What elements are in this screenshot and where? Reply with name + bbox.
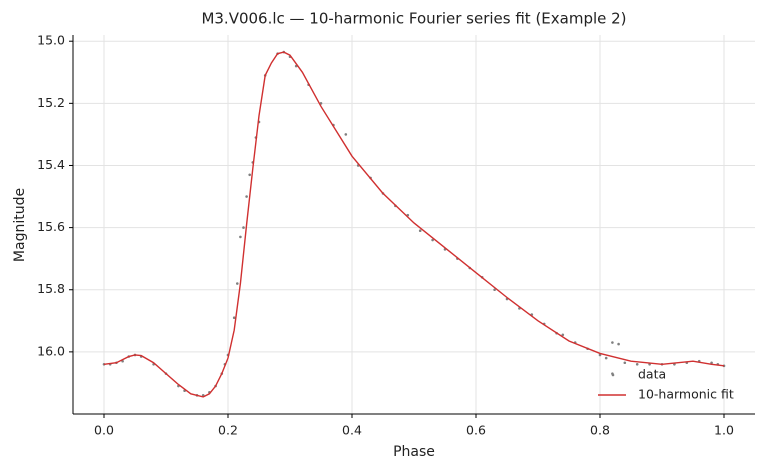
data-point (245, 195, 248, 198)
x-axis-label: Phase (393, 444, 435, 460)
data-point (635, 362, 639, 366)
data-point (239, 235, 242, 239)
data-point (418, 229, 422, 233)
data-point (431, 238, 434, 242)
y-axis-label: Magnitude (12, 188, 28, 262)
data-point (611, 341, 614, 344)
x-tick-label: 1.0 (714, 423, 734, 438)
data-point (242, 226, 245, 229)
x-tick-label: 0.4 (342, 423, 362, 438)
data-point (598, 353, 602, 357)
data-point (617, 342, 620, 346)
data-point (561, 333, 565, 337)
y-tick-label: 15.2 (37, 95, 65, 110)
y-tick-label: 15.6 (37, 219, 65, 234)
data-point (710, 361, 713, 365)
y-tick-label: 15.8 (37, 281, 65, 296)
data-point (623, 361, 627, 365)
data-point (236, 282, 239, 285)
y-tick-label: 15.4 (37, 157, 65, 172)
chart-title: M3.V006.lc — 10-harmonic Fourier series … (201, 10, 626, 28)
data-point (604, 356, 608, 360)
legend-label: data (638, 367, 666, 382)
data-point (248, 173, 251, 177)
data-point (493, 288, 496, 292)
legend-marker (611, 373, 615, 377)
y-tick-label: 16.0 (37, 343, 65, 358)
data-point (344, 133, 348, 136)
x-tick-label: 0.2 (218, 423, 238, 438)
legend-label: 10-harmonic fit (638, 387, 734, 402)
x-tick-label: 0.8 (590, 423, 610, 438)
x-tick-label: 0.0 (94, 423, 114, 438)
fit-line (103, 51, 725, 398)
y-tick-label: 15.0 (37, 33, 65, 48)
x-tick-label: 0.6 (466, 423, 486, 438)
data-point (232, 316, 236, 319)
